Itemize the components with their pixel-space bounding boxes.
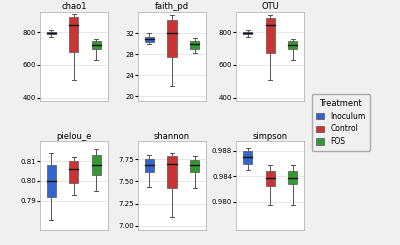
Title: pielou_e: pielou_e — [56, 132, 92, 141]
Bar — [190, 41, 199, 49]
Bar — [69, 17, 78, 52]
Title: chao1: chao1 — [61, 2, 86, 12]
Bar — [168, 156, 176, 188]
Bar — [266, 171, 275, 186]
Title: simpson: simpson — [252, 132, 288, 141]
Bar — [288, 41, 297, 49]
Bar — [47, 32, 56, 35]
Bar — [145, 37, 154, 42]
Bar — [288, 171, 297, 184]
Title: OTU: OTU — [261, 2, 279, 12]
Bar — [243, 151, 252, 164]
Bar — [47, 165, 56, 197]
Bar — [145, 159, 154, 172]
Bar — [266, 18, 275, 53]
Bar — [168, 20, 176, 57]
Bar — [92, 41, 101, 49]
Bar — [92, 155, 101, 175]
Bar — [190, 160, 199, 172]
Legend: Inoculum, Control, FOS: Inoculum, Control, FOS — [312, 94, 370, 151]
Bar — [243, 32, 252, 35]
Title: shannon: shannon — [154, 132, 190, 141]
Title: faith_pd: faith_pd — [155, 2, 189, 12]
Bar — [69, 161, 78, 183]
